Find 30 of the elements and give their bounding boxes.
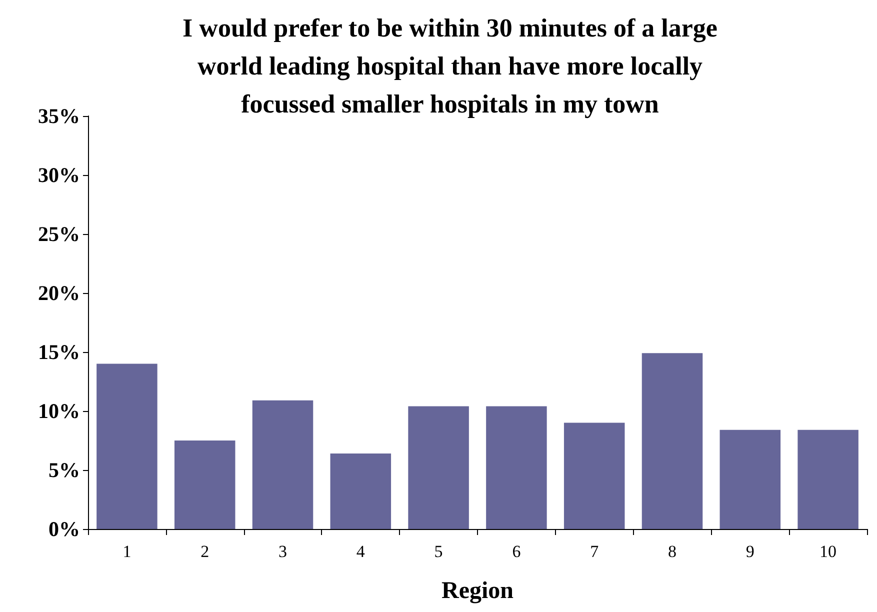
x-tick-label: 7 <box>590 542 600 561</box>
x-tick-label: 10 <box>820 542 837 561</box>
x-tick-label: 9 <box>746 542 754 561</box>
y-tick-label: 30% <box>38 163 80 187</box>
bar <box>486 406 547 529</box>
chart-title: I would prefer to be within 30 minutes of a large world leading hospital than have more locally focussed smaller hospitals in my town <box>182 14 718 118</box>
x-tick-label: 3 <box>278 542 287 561</box>
y-tick-label: 10% <box>38 399 80 423</box>
bar <box>564 422 625 529</box>
bar <box>408 406 469 529</box>
x-axis-title: Region <box>442 578 514 604</box>
y-tick-label: 20% <box>38 281 80 305</box>
bar <box>252 400 314 529</box>
bar <box>96 364 158 529</box>
bar <box>798 430 858 529</box>
x-tick-label: 2 <box>200 542 210 561</box>
bar <box>174 440 236 529</box>
x-tick-label: 1 <box>122 542 132 561</box>
y-tick-label: 0% <box>48 517 80 541</box>
y-tick-label: 15% <box>38 340 80 364</box>
bar <box>330 453 392 529</box>
y-tick-label: 35% <box>38 104 80 128</box>
y-tick-label: 25% <box>38 222 80 246</box>
x-tick-label: 6 <box>512 542 521 561</box>
x-tick-label: 8 <box>668 542 676 561</box>
bar <box>720 430 781 529</box>
x-tick-label: 4 <box>356 542 366 561</box>
x-tick-label: 5 <box>434 542 443 561</box>
y-tick-label: 5% <box>48 458 80 482</box>
bar <box>642 353 703 529</box>
